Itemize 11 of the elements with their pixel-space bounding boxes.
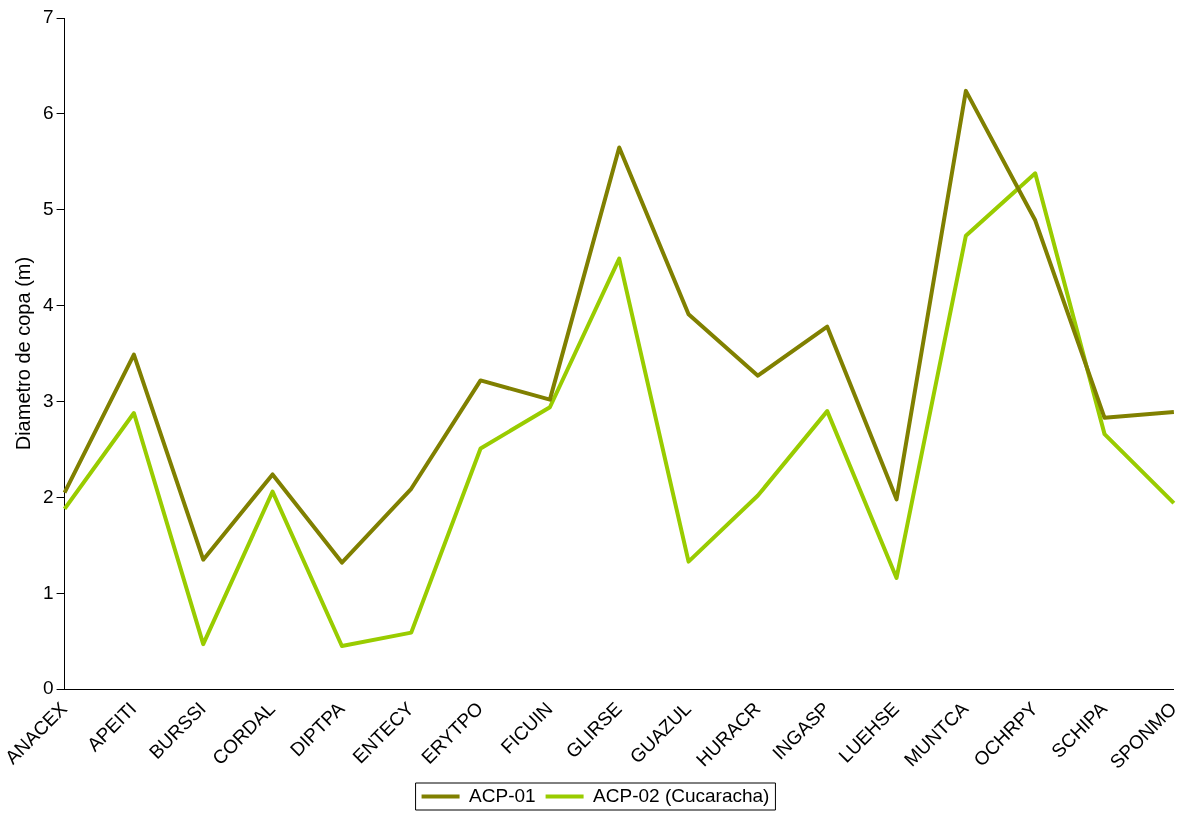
- y-axis-title: Diametro de copa (m): [11, 256, 34, 451]
- y-tick-label: 2: [42, 485, 54, 507]
- legend-label: ACP-02 (Cucaracha): [593, 784, 770, 806]
- legend-label: ACP-01: [469, 784, 536, 806]
- y-tick-label: 4: [42, 293, 54, 315]
- y-tick-label: 6: [42, 102, 54, 124]
- y-tick-label: 5: [42, 197, 54, 219]
- y-tick-label: 7: [42, 6, 54, 28]
- y-tick-label: 1: [42, 581, 54, 603]
- y-tick-label: 3: [42, 389, 54, 411]
- y-tick-label: 0: [42, 677, 54, 699]
